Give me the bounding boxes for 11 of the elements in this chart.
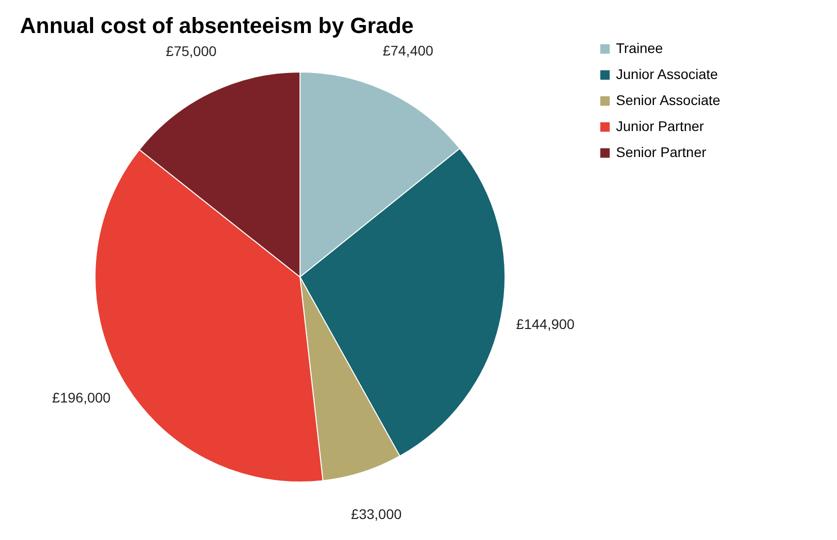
data-label: £196,000: [52, 389, 111, 406]
legend-label: Trainee: [616, 40, 664, 56]
legend-label: Senior Associate: [616, 92, 720, 108]
data-label: £144,900: [516, 316, 575, 332]
chart-title: Annual cost of absenteeism by Grade: [20, 13, 414, 38]
data-label: £75,000: [166, 42, 217, 59]
legend-label: Senior Partner: [616, 144, 707, 160]
legend-label: Junior Partner: [616, 118, 704, 134]
data-label: £74,400: [382, 42, 434, 59]
data-label: £33,000: [351, 506, 402, 522]
legend-label: Junior Associate: [616, 66, 718, 82]
